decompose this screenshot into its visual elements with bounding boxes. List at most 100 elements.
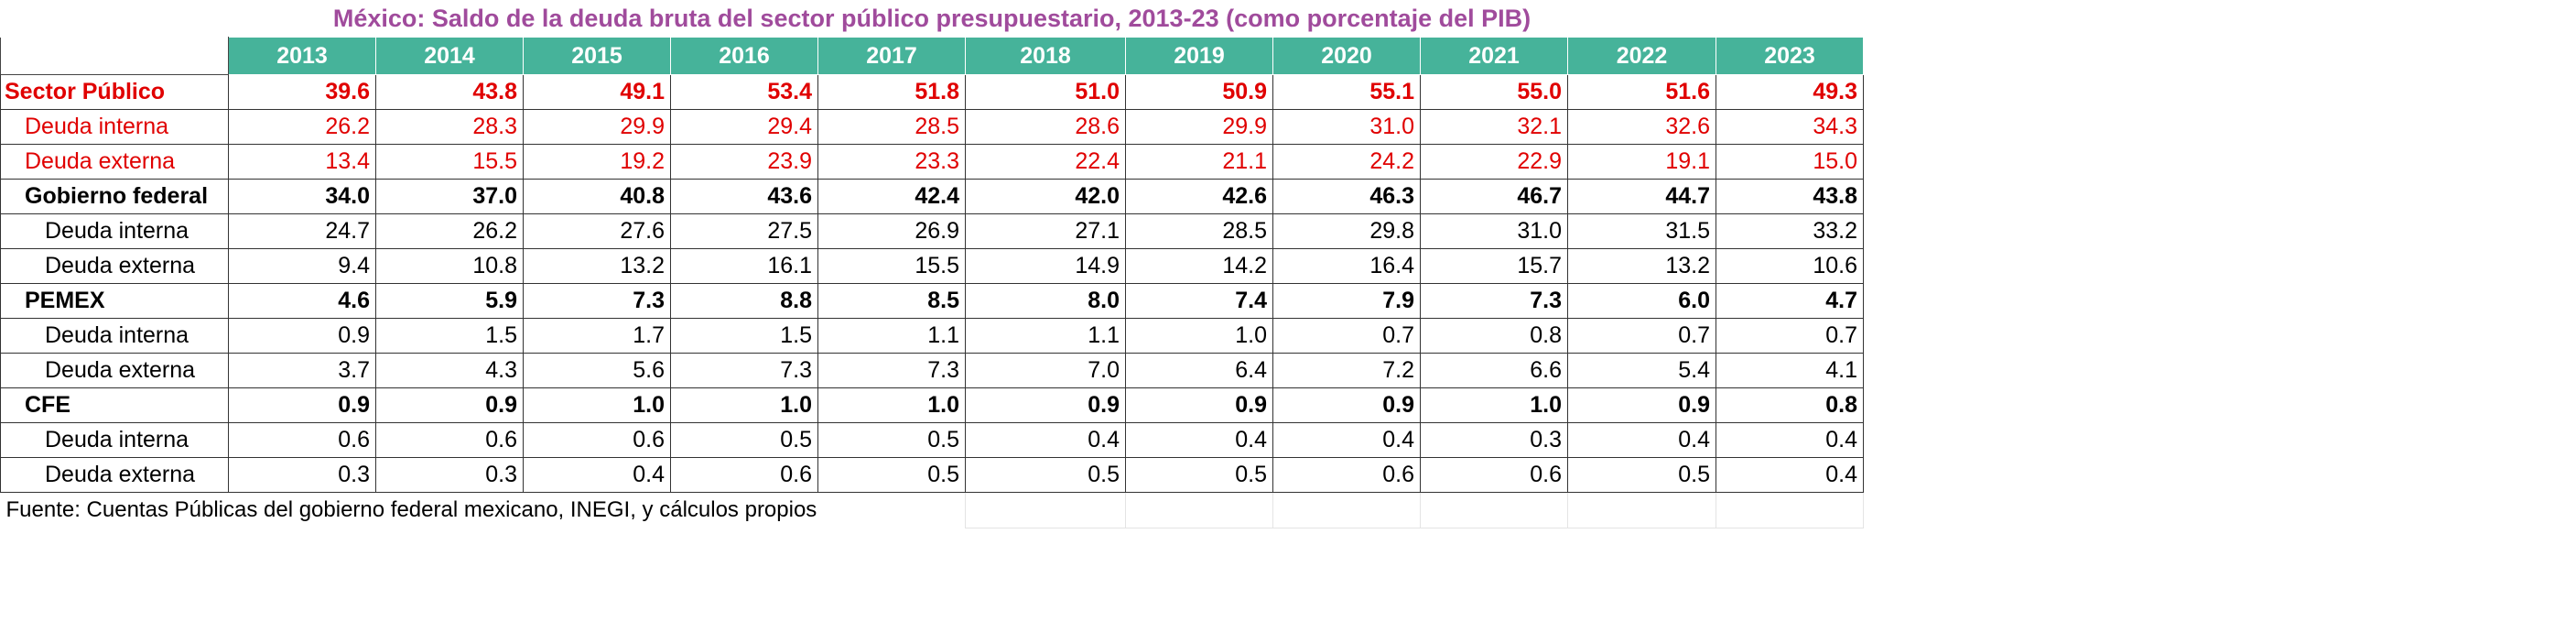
row-label: Deuda externa (0, 353, 229, 388)
cell-value: 27.5 (670, 213, 818, 249)
data-row: Deuda interna 0.6 0.6 0.6 0.5 0.5 0.4 0.4 0.4 0.3… (0, 422, 1864, 458)
cell-value: 4.1 (1716, 353, 1864, 388)
cell-value: 0.5 (817, 422, 966, 458)
year-header: 2020 (1272, 37, 1421, 75)
cell-value: 0.6 (523, 422, 671, 458)
year-header: 2019 (1125, 37, 1273, 75)
row-label: PEMEX (0, 283, 229, 319)
cell-value: 27.6 (523, 213, 671, 249)
cell-value: 34.3 (1716, 109, 1864, 145)
row-label: Gobierno federal (0, 179, 229, 214)
title-row: México: Saldo de la deuda bruta del sect… (1, 0, 1864, 38)
data-row: Deuda interna 26.2 28.3 29.9 29.4 28.5 28.6 29.… (0, 109, 1864, 145)
header-blank (0, 37, 229, 75)
cell-value: 0.9 (965, 387, 1126, 423)
row-label: Deuda interna (0, 213, 229, 249)
cell-value: 55.1 (1272, 74, 1421, 110)
cell-value: 23.9 (670, 144, 818, 180)
cell-value: 51.8 (817, 74, 966, 110)
cell-value: 0.6 (1420, 457, 1568, 493)
data-row: Gobierno federal 34.0 37.0 40.8 43.6 42.4 42.0… (0, 179, 1864, 214)
cell-value: 8.5 (817, 283, 966, 319)
data-row: Deuda externa 3.7 4.3 5.6 7.3 7.3 7.0 6.4 7.2 6.6… (0, 353, 1864, 388)
cell-value: 13.4 (228, 144, 376, 180)
cell-value: 0.4 (1125, 422, 1273, 458)
cell-value: 24.2 (1272, 144, 1421, 180)
data-row: Deuda externa 9.4 10.8 13.2 16.1 15.5 14.9 14.2… (0, 248, 1864, 284)
cell-value: 0.6 (228, 422, 376, 458)
cell-value: 33.2 (1716, 213, 1864, 249)
cell-value: 0.6 (670, 457, 818, 493)
cell-value: 27.1 (965, 213, 1126, 249)
cell-value: 19.1 (1567, 144, 1716, 180)
data-row: CFE 0.9 0.9 1.0 1.0 1.0 0.9 0.9 0.9 1.0 0.9 0.8 (0, 387, 1864, 423)
cell-value: 0.3 (375, 457, 524, 493)
data-row: Deuda externa 0.3 0.3 0.4 0.6 0.5 0.5 0.5 0.6 0.6… (0, 457, 1864, 493)
cell-value: 7.2 (1272, 353, 1421, 388)
cell-value: 51.0 (965, 74, 1126, 110)
cell-value: 0.5 (1125, 457, 1273, 493)
cell-value: 26.9 (817, 213, 966, 249)
cell-value: 29.4 (670, 109, 818, 145)
cell-value: 6.4 (1125, 353, 1273, 388)
empty-cell (1272, 492, 1421, 528)
cell-value: 15.5 (817, 248, 966, 284)
cell-value: 6.0 (1567, 283, 1716, 319)
cell-value: 1.1 (965, 318, 1126, 354)
cell-value: 5.4 (1567, 353, 1716, 388)
cell-value: 1.1 (817, 318, 966, 354)
cell-value: 31.0 (1420, 213, 1568, 249)
cell-value: 0.4 (1567, 422, 1716, 458)
cell-value: 8.0 (965, 283, 1126, 319)
table-title: México: Saldo de la deuda bruta del sect… (332, 4, 1532, 32)
data-row: PEMEX 4.6 5.9 7.3 8.8 8.5 8.0 7.4 7.9 7.3 6.0 4.7 (0, 283, 1864, 319)
cell-value: 0.9 (228, 318, 376, 354)
cell-value: 0.4 (1272, 422, 1421, 458)
cell-value: 43.8 (375, 74, 524, 110)
cell-value: 31.5 (1567, 213, 1716, 249)
cell-value: 7.9 (1272, 283, 1421, 319)
cell-value: 7.3 (670, 353, 818, 388)
data-row: Sector Público 39.6 43.8 49.1 53.4 51.8 51.0 50… (0, 74, 1864, 110)
data-row: Deuda interna 24.7 26.2 27.6 27.5 26.9 27.1 28.… (0, 213, 1864, 249)
cell-value: 0.4 (965, 422, 1126, 458)
cell-value: 40.8 (523, 179, 671, 214)
year-header: 2013 (228, 37, 376, 75)
cell-value: 4.7 (1716, 283, 1864, 319)
cell-value: 28.6 (965, 109, 1126, 145)
empty-cell (1567, 492, 1716, 528)
cell-value: 39.6 (228, 74, 376, 110)
cell-value: 1.5 (670, 318, 818, 354)
cell-value: 4.3 (375, 353, 524, 388)
cell-value: 1.0 (523, 387, 671, 423)
cell-value: 0.9 (1567, 387, 1716, 423)
cell-value: 1.0 (670, 387, 818, 423)
header-row: 2013 2014 2015 2016 2017 2018 2019 2020 2021 2022… (0, 37, 1864, 75)
cell-value: 22.9 (1420, 144, 1568, 180)
cell-value: 7.3 (523, 283, 671, 319)
row-label: Sector Público (0, 74, 229, 110)
year-header: 2017 (817, 37, 966, 75)
cell-value: 6.6 (1420, 353, 1568, 388)
cell-value: 50.9 (1125, 74, 1273, 110)
cell-value: 1.0 (1125, 318, 1273, 354)
row-label: Deuda interna (0, 109, 229, 145)
cell-value: 1.7 (523, 318, 671, 354)
cell-value: 7.3 (1420, 283, 1568, 319)
cell-value: 0.5 (817, 457, 966, 493)
cell-value: 55.0 (1420, 74, 1568, 110)
year-header: 2021 (1420, 37, 1568, 75)
cell-value: 42.4 (817, 179, 966, 214)
year-header: 2016 (670, 37, 818, 75)
cell-value: 0.9 (1272, 387, 1421, 423)
cell-value: 10.8 (375, 248, 524, 284)
cell-value: 32.6 (1567, 109, 1716, 145)
cell-value: 0.3 (228, 457, 376, 493)
row-label: CFE (0, 387, 229, 423)
cell-value: 1.5 (375, 318, 524, 354)
cell-value: 49.3 (1716, 74, 1864, 110)
cell-value: 34.0 (228, 179, 376, 214)
cell-value: 0.4 (1716, 422, 1864, 458)
cell-value: 5.9 (375, 283, 524, 319)
